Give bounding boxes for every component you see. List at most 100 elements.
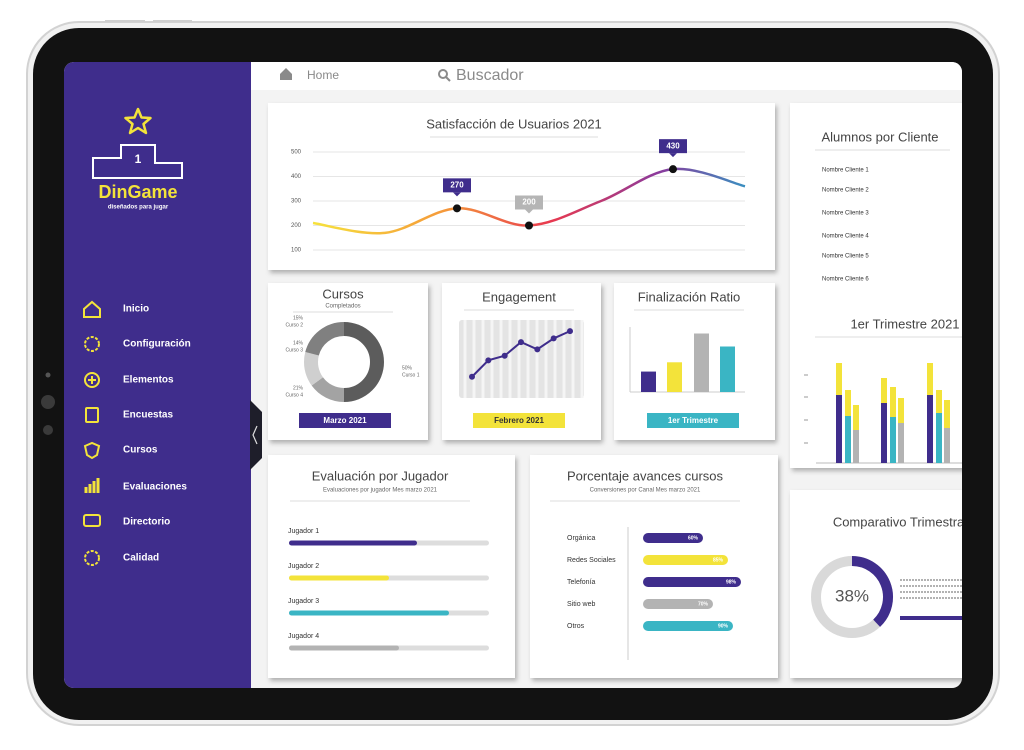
bar <box>289 575 389 581</box>
category-label: Jugador 2 <box>288 563 319 570</box>
category-label: Redes Sociales <box>567 557 616 564</box>
client-name: Nombre Cliente 1 <box>822 168 869 174</box>
category-label: Curso 3 <box>285 347 303 353</box>
donut-segment <box>311 376 345 402</box>
data-point <box>469 373 475 380</box>
value-tag-pointer <box>669 153 677 158</box>
content: Inicio Configuración Elementos Encuestas Cur… <box>123 116 962 660</box>
brand-name: DinGame <box>98 182 177 202</box>
client-name: Nombre Cliente 4 <box>822 234 869 240</box>
sidebar-toggle[interactable] <box>250 400 262 470</box>
data-point <box>485 357 492 364</box>
nav-item[interactable]: Configuración <box>123 339 191 350</box>
category-label: Jugador 3 <box>288 598 319 605</box>
bar-segment <box>898 423 904 463</box>
value-label: 60% <box>688 535 699 541</box>
icon-home[interactable] <box>280 68 292 80</box>
footer-tag <box>473 413 565 428</box>
client-name: Nombre Cliente 2 <box>822 188 869 194</box>
bar-segment <box>936 413 942 463</box>
card-title: Finalización Ratio <box>638 289 741 304</box>
bar <box>643 577 741 587</box>
value-label: 70% <box>698 601 709 607</box>
card-title: Porcentaje avances cursos <box>567 468 724 483</box>
bar-segment <box>898 398 904 423</box>
bar-segment <box>881 403 887 463</box>
card-title: Engagement <box>482 289 556 304</box>
nav-item[interactable]: Inicio <box>123 304 149 315</box>
top-bar <box>251 62 962 90</box>
nav-item[interactable]: Evaluaciones <box>123 482 187 493</box>
data-point <box>567 328 573 335</box>
bar-segment <box>927 363 933 395</box>
y-tick-label: 500 <box>291 150 302 156</box>
category-label: Sitio web <box>567 601 596 608</box>
bar <box>641 371 656 392</box>
nav-item[interactable]: Directorio <box>123 517 170 528</box>
bar-segment <box>881 378 887 403</box>
logo-rank: 1 <box>135 152 142 166</box>
icon-plus <box>84 372 100 388</box>
logo-podium <box>92 144 183 179</box>
bar-segment <box>944 400 950 428</box>
client-name: Nombre Cliente 6 <box>822 277 869 283</box>
client-name: Nombre Cliente 3 <box>822 211 869 217</box>
y-tick-label: 300 <box>291 199 302 205</box>
data-point <box>453 204 461 213</box>
donut-segment <box>305 322 345 356</box>
value-label: 21% <box>293 385 304 391</box>
icon-plus-cross <box>88 376 96 384</box>
icon-quality <box>84 550 100 566</box>
bar <box>720 346 735 392</box>
bar-segment <box>845 390 851 416</box>
nav-icons <box>83 300 101 566</box>
card-title: Evaluación por Jugador <box>312 468 449 483</box>
value-label: 15% <box>293 315 304 321</box>
sidebar <box>64 62 251 688</box>
card <box>268 103 775 270</box>
card-title: Satisfacción de Usuarios 2021 <box>426 116 602 131</box>
bar-segment <box>845 416 851 463</box>
y-tick-label: 100 <box>291 248 302 254</box>
nav-item[interactable]: Cursos <box>123 445 158 456</box>
category-label: Curso 4 <box>285 392 303 398</box>
bar <box>643 555 728 565</box>
nav-item[interactable]: Encuestas <box>123 410 173 421</box>
search-icon[interactable] <box>438 69 448 79</box>
footer-tag <box>299 413 391 428</box>
screen: 1 DinGame diseñados para jugar Home Busc… <box>64 62 962 688</box>
category-label: Jugador 4 <box>288 633 319 640</box>
card-title: Alumnos por Cliente <box>821 129 938 144</box>
value-label: 90% <box>718 623 729 629</box>
value-tag <box>443 178 471 193</box>
value-tag <box>515 195 543 210</box>
client-name: Nombre Cliente 5 <box>822 254 869 260</box>
search-box[interactable]: Buscador <box>456 67 524 84</box>
camera <box>45 372 51 378</box>
category-label: Otros <box>567 623 585 630</box>
bar-segment <box>853 405 859 430</box>
value-label: 14% <box>293 340 304 346</box>
nav-item[interactable]: Calidad <box>123 553 159 564</box>
data-point <box>518 339 524 346</box>
nav-item[interactable]: Elementos <box>123 375 174 386</box>
value-label: 430 <box>666 141 680 150</box>
donut-segment <box>343 322 384 402</box>
icon-bars <box>84 478 100 493</box>
bar <box>289 540 417 546</box>
icon-badge <box>83 441 101 460</box>
category-label: Curso 2 <box>285 322 303 328</box>
bar-segment <box>936 390 942 413</box>
bar-segment <box>836 363 842 395</box>
value-label: 98% <box>726 579 737 585</box>
data-point <box>550 335 557 342</box>
value-tag-pointer <box>525 209 533 214</box>
bar-segment <box>853 430 859 463</box>
home-link[interactable]: Home <box>307 68 339 82</box>
card <box>790 103 962 468</box>
bar <box>643 599 713 609</box>
value-label: 270 <box>450 180 464 189</box>
icon-chat <box>83 514 101 527</box>
bar <box>643 621 733 631</box>
